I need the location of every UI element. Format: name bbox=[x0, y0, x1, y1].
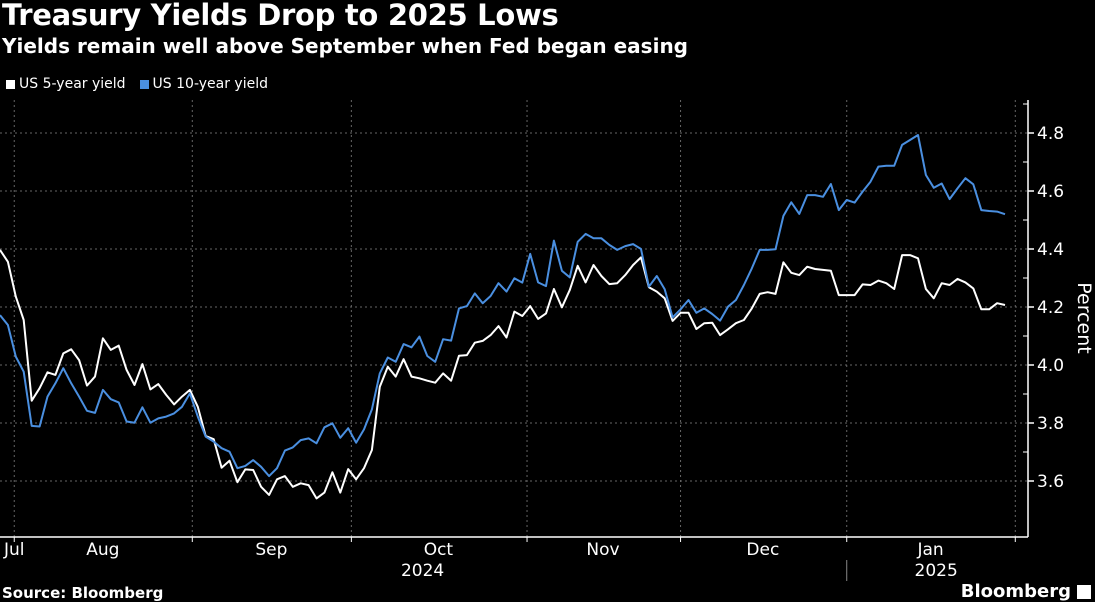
legend-swatch-10y bbox=[139, 79, 149, 89]
chart-title: Treasury Yields Drop to 2025 Lows bbox=[2, 0, 559, 32]
y-tick-label: 4.6 bbox=[1037, 182, 1064, 202]
legend-label-5y: US 5-year yield bbox=[19, 76, 126, 92]
x-tick-label-year: 2025 bbox=[915, 561, 958, 581]
series-line-5y bbox=[0, 249, 1006, 500]
legend-item-10y: US 10-year yield bbox=[139, 76, 268, 92]
series-line-10y bbox=[0, 134, 1006, 478]
x-tick-label-month: Nov bbox=[586, 540, 619, 560]
y-tick-label: 4.2 bbox=[1037, 298, 1064, 318]
x-tick-label-month: Dec bbox=[746, 540, 779, 560]
y-tick-label: 3.6 bbox=[1037, 472, 1064, 492]
x-tick-label-month: Jul bbox=[3, 540, 25, 560]
x-tick-label-month: Aug bbox=[86, 540, 119, 560]
y-tick-label: 3.8 bbox=[1037, 414, 1064, 434]
x-tick-label-month: Jan bbox=[917, 540, 944, 560]
y-tick-label: 4.0 bbox=[1037, 356, 1064, 376]
legend-label-10y: US 10-year yield bbox=[152, 76, 268, 92]
y-tick-label: 4.8 bbox=[1037, 124, 1064, 144]
x-tick-label-month: Sep bbox=[255, 540, 287, 560]
y-axis-label: Percent bbox=[1073, 282, 1095, 354]
chart-subtitle: Yields remain well above September when … bbox=[2, 34, 688, 58]
x-tick-label-year: 2024 bbox=[401, 561, 444, 581]
legend-item-5y: US 5-year yield bbox=[6, 76, 126, 92]
legend-swatch-5y bbox=[6, 79, 15, 89]
bar-chart-icon bbox=[1077, 585, 1091, 599]
source-note: Source: Bloomberg bbox=[2, 584, 164, 602]
x-tick-label-month: Oct bbox=[424, 540, 454, 560]
brand-name: Bloomberg bbox=[960, 581, 1071, 602]
legend: US 5-year yield US 10-year yield bbox=[6, 76, 268, 92]
bloomberg-logo: Bloomberg bbox=[960, 581, 1091, 602]
y-tick-label: 4.4 bbox=[1037, 240, 1064, 260]
